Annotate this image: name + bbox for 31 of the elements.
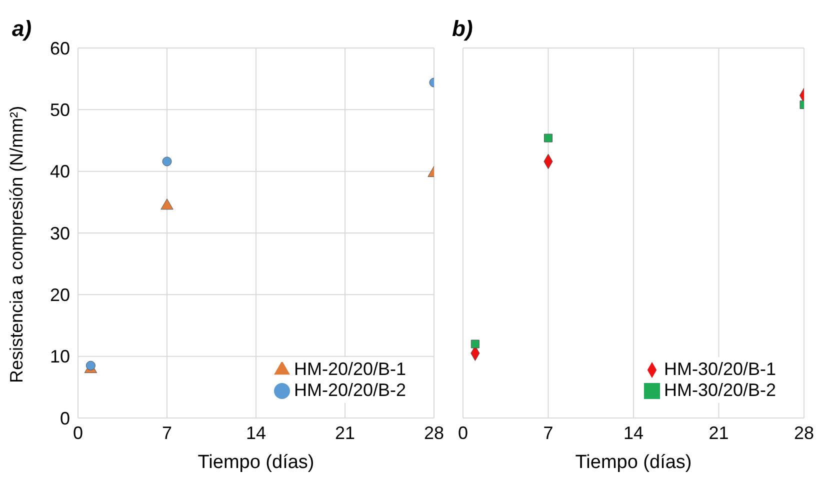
y-tick-label: 0 bbox=[60, 408, 70, 428]
point bbox=[86, 360, 96, 370]
x-tick-label: 28 bbox=[424, 422, 444, 443]
legend-label: HM-20/20/B-2 bbox=[294, 380, 406, 400]
point bbox=[162, 156, 172, 166]
chart-title: b) bbox=[452, 16, 473, 42]
chart-title: a) bbox=[12, 16, 32, 42]
y-tick-label: 20 bbox=[50, 285, 70, 306]
point bbox=[470, 340, 480, 348]
y-tick-label: 60 bbox=[50, 38, 70, 58]
x-tick-label: 14 bbox=[623, 422, 644, 443]
y-tick-label: 40 bbox=[50, 162, 70, 182]
x-tick-label: 21 bbox=[334, 422, 356, 443]
point bbox=[544, 134, 552, 142]
x-tick-label: 0 bbox=[458, 422, 468, 443]
x-axis-title: Tiempo (días) bbox=[198, 452, 314, 473]
x-tick-label: 28 bbox=[794, 422, 814, 443]
x-tick-label: 14 bbox=[246, 422, 266, 443]
legend-label: HM-30/20/B-2 bbox=[664, 380, 776, 400]
legend-label: HM-30/20/B-1 bbox=[664, 359, 776, 379]
y-tick-label: 10 bbox=[50, 346, 70, 367]
x-tick-label: 0 bbox=[72, 422, 84, 443]
y-tick-label: 30 bbox=[50, 223, 70, 244]
y-axis-title: Resistencia a compresión (N/mm²) bbox=[6, 106, 26, 383]
y-tick-label: 50 bbox=[50, 100, 70, 120]
x-tick-label: 7 bbox=[162, 422, 172, 443]
legend-label: HM-20/20/B-1 bbox=[294, 359, 406, 379]
x-tick-label: 21 bbox=[708, 422, 729, 443]
x-axis-title: Tiempo (días) bbox=[575, 452, 692, 473]
x-tick-label: 7 bbox=[543, 422, 554, 443]
point bbox=[160, 198, 174, 210]
